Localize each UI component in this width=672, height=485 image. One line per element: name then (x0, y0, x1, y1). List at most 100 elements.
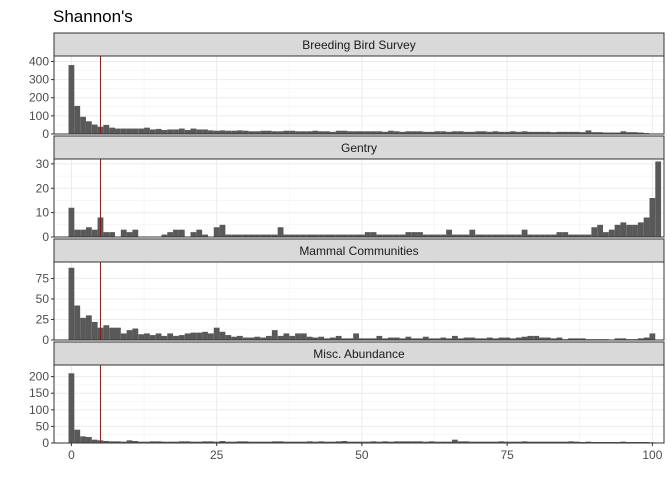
histogram-bar (179, 129, 185, 134)
facet-strip-label: Mammal Communities (299, 244, 418, 258)
histogram-bar (225, 335, 231, 340)
histogram-bar (632, 225, 638, 237)
facet-strip-label: Breeding Bird Survey (302, 38, 415, 52)
y-tick-label: 150 (29, 386, 49, 400)
histogram-bar (609, 230, 615, 237)
histogram-bar (562, 232, 568, 237)
histogram-bar (86, 121, 92, 134)
x-tick-label: 25 (210, 448, 224, 462)
histogram-bar (191, 232, 197, 237)
histogram-bar (179, 335, 185, 340)
histogram-bar (156, 129, 162, 134)
histogram-bar (533, 336, 539, 340)
histogram-bar (80, 318, 86, 340)
y-tick-label: 75 (36, 271, 50, 285)
x-tick-label: 50 (355, 448, 369, 462)
histogram-bar (144, 128, 150, 134)
y-tick-label: 0 (42, 127, 49, 141)
histogram-bar (103, 125, 109, 134)
histogram-bar (649, 333, 655, 340)
histogram-bar (92, 125, 98, 134)
histogram-bar (336, 336, 342, 340)
panel-background (54, 262, 664, 340)
histogram-bar (109, 328, 115, 340)
histogram-bar (626, 225, 632, 237)
histogram-bar (167, 129, 173, 134)
histogram-bar (644, 218, 650, 238)
histogram-bar (191, 129, 197, 134)
facet-panels: Breeding Bird Survey0100200300400Gentry0… (29, 33, 664, 450)
histogram-bar (278, 336, 284, 340)
histogram-bar (179, 230, 185, 237)
histogram-bar (156, 333, 162, 340)
histogram-bar (655, 161, 661, 237)
histogram-bar (649, 198, 655, 237)
chart-title: Shannon's (53, 7, 133, 26)
histogram-bar (80, 117, 86, 134)
histogram-bar (132, 230, 138, 237)
histogram-bar (103, 325, 109, 340)
x-tick-label: 100 (642, 448, 662, 462)
y-tick-label: 10 (36, 206, 50, 220)
y-tick-label: 300 (29, 73, 49, 87)
histogram-bar (161, 130, 167, 134)
histogram-bar (196, 333, 202, 340)
facet-strip-label: Misc. Abundance (313, 347, 405, 361)
histogram-bar (527, 336, 533, 340)
histogram-bar (353, 333, 359, 340)
histogram-bar (92, 230, 98, 237)
histogram-bar (446, 230, 452, 237)
y-tick-label: 100 (29, 403, 49, 417)
histogram-bar (597, 225, 603, 237)
histogram-bar (103, 232, 109, 237)
y-tick-label: 25 (36, 312, 50, 326)
histogram-bar (109, 232, 115, 237)
histogram-bar (196, 230, 202, 237)
histogram-bar (121, 333, 127, 340)
histogram-bar (86, 227, 92, 237)
histogram-bar (289, 336, 295, 340)
histogram-bar (74, 306, 80, 340)
histogram-bar (283, 333, 289, 340)
histogram-bar (220, 332, 226, 340)
histogram-bar (92, 322, 98, 340)
y-tick-label: 0 (42, 436, 49, 450)
histogram-bar (132, 129, 138, 134)
histogram-bar (132, 329, 138, 340)
histogram-bar (278, 227, 284, 237)
histogram-bar (69, 373, 75, 443)
panel-background (54, 159, 664, 237)
y-tick-label: 50 (36, 292, 50, 306)
panel-background (54, 56, 664, 134)
histogram-bar (202, 129, 208, 134)
histogram-bar (301, 333, 307, 340)
histogram-bar (127, 129, 133, 134)
histogram-bar (115, 129, 121, 134)
histogram-bar (615, 225, 621, 237)
histogram-bar (173, 230, 179, 237)
histogram-bar (469, 230, 475, 237)
histogram-bar (295, 333, 301, 340)
histogram-bar (86, 315, 92, 340)
histogram-bar (173, 129, 179, 134)
histogram-bar (557, 232, 563, 237)
histogram-bar (365, 232, 371, 237)
histogram-bar (69, 65, 75, 134)
histogram-bar (371, 232, 377, 237)
histogram-bar (603, 232, 609, 237)
histogram-bar (121, 230, 127, 237)
histogram-bar (202, 332, 208, 340)
y-tick-label: 200 (29, 370, 49, 384)
histogram-bar (127, 330, 133, 340)
y-tick-label: 0 (42, 333, 49, 347)
x-tick-label: 75 (500, 448, 514, 462)
histogram-bar (109, 128, 115, 134)
histogram-bar (417, 232, 423, 237)
y-tick-label: 200 (29, 91, 49, 105)
histogram-bar (208, 130, 214, 134)
